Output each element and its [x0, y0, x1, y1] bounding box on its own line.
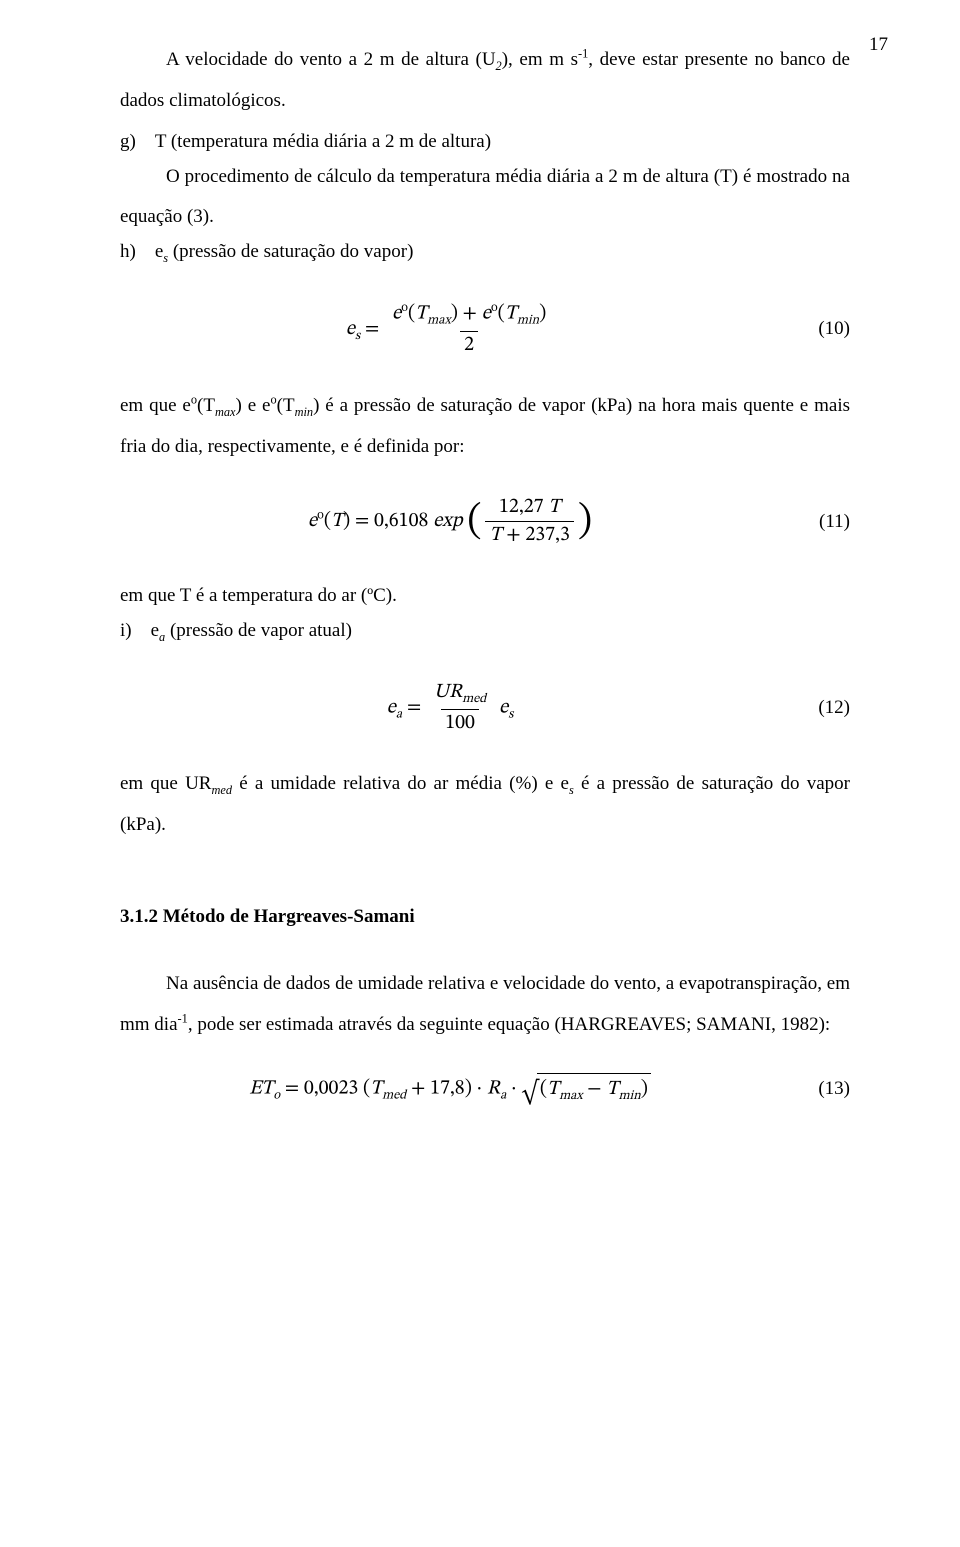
paragraph-after-eq12: em que URmed é a umidade relativa do ar …	[120, 764, 850, 846]
num-178: 17,8	[430, 1079, 465, 1099]
item-h-head: h) es (pressão de saturação do vapor)	[120, 232, 850, 273]
text: em que e	[120, 395, 191, 416]
sub-max: max	[559, 1090, 583, 1103]
sub-min: min	[618, 1090, 640, 1103]
text: (pressão de vapor atual)	[165, 620, 352, 641]
equation-11-row: eo(T) = 0,6108 exp ( 12,27 T T + 237,3 )…	[120, 495, 850, 548]
page: 17 A velocidade do vento a 2 m de altura…	[0, 0, 960, 1547]
sub-o: o	[273, 1090, 280, 1103]
text: em que UR	[120, 773, 211, 794]
var-T: T	[505, 304, 517, 324]
text: h) e	[120, 241, 163, 262]
var-e: e	[387, 698, 396, 718]
var-e: e	[499, 698, 508, 718]
var-ET: ET	[249, 1079, 273, 1099]
equation-10: es = eo(Tmax) + eo(Tmin) 2	[120, 301, 780, 358]
sub-max: max	[215, 405, 236, 419]
sup-o: o	[401, 302, 408, 315]
text: ), em m s	[502, 49, 578, 70]
sub-min: min	[517, 315, 539, 328]
text: (T	[197, 395, 215, 416]
var-e: e	[482, 304, 491, 324]
sub-med: med	[462, 693, 486, 706]
var-T: T	[370, 1079, 382, 1099]
item-g-body: O procedimento de cálculo da temperatura…	[120, 157, 850, 239]
paragraph-after-eq10: em que eo(Tmax) e eo(Tmin) é a pressão d…	[120, 386, 850, 468]
var-T: T	[415, 304, 427, 324]
sup-o: o	[491, 302, 498, 315]
var-T: T	[331, 512, 343, 532]
exp: exp	[433, 512, 462, 532]
equation-12-row: ea = URmed 100 es (12)	[120, 680, 850, 736]
equation-number-13: (13)	[780, 1078, 850, 1100]
sub-a: a	[396, 709, 402, 722]
sub-med: med	[382, 1090, 406, 1103]
paragraph-hargreaves: Na ausência de dados de umidade relativa…	[120, 964, 850, 1046]
text: (T	[277, 395, 295, 416]
var-UR: UR	[434, 682, 462, 702]
paragraph-u2: A velocidade do vento a 2 m de altura (U…	[120, 40, 850, 122]
var-T: T	[548, 497, 560, 517]
den-2: 2	[460, 331, 478, 358]
var-e: e	[308, 512, 317, 532]
sub-s: s	[508, 709, 513, 722]
sub-min: min	[295, 405, 314, 419]
sub-med: med	[211, 783, 232, 797]
text: ) e e	[236, 395, 271, 416]
page-number: 17	[869, 34, 888, 56]
plus-237: + 237,3	[502, 525, 570, 545]
text: (pressão de saturação do vapor)	[168, 241, 413, 262]
text: é a umidade relativa do ar média (%) e e	[232, 773, 569, 794]
section-title-hargreaves: 3.1.2 Método de Hargreaves-Samani	[120, 906, 850, 928]
den-100: 100	[441, 709, 479, 736]
equation-number-12: (12)	[780, 697, 850, 719]
var-T: T	[489, 525, 501, 545]
sub-s: s	[355, 330, 360, 343]
equation-12: ea = URmed 100 es	[120, 680, 780, 736]
sup-o: o	[317, 510, 324, 523]
item-i-head: i) ea (pressão de vapor atual)	[120, 611, 850, 652]
text: , pode ser estimada através da seguinte …	[188, 1014, 830, 1035]
var-R: R	[487, 1079, 500, 1099]
equation-number-11: (11)	[780, 511, 850, 533]
coef: 0,6108	[374, 512, 428, 532]
text: i) e	[120, 620, 159, 641]
sup-neg1: -1	[178, 1011, 188, 1025]
text: A velocidade do vento a 2 m de altura (U	[166, 49, 496, 70]
equation-13-row: ETo = 0,0023 (Tmed + 17,8) · Ra · √ (Tma…	[120, 1073, 850, 1105]
equation-13: ETo = 0,0023 (Tmed + 17,8) · Ra · √ (Tma…	[120, 1073, 780, 1105]
equation-10-row: es = eo(Tmax) + eo(Tmin) 2 (10)	[120, 301, 850, 358]
sub-max: max	[427, 315, 451, 328]
var-T: T	[606, 1079, 618, 1099]
var-e: e	[392, 304, 401, 324]
var-e: e	[346, 319, 355, 339]
sub-a: a	[500, 1090, 506, 1103]
num-12-27: 12,27	[499, 497, 548, 517]
var-T: T	[547, 1079, 559, 1099]
equation-11: eo(T) = 0,6108 exp ( 12,27 T T + 237,3 )	[120, 495, 780, 548]
coef-00023: 0,0023	[304, 1079, 358, 1099]
equation-number-10: (10)	[780, 318, 850, 340]
superscript-neg1: -1	[578, 47, 588, 61]
